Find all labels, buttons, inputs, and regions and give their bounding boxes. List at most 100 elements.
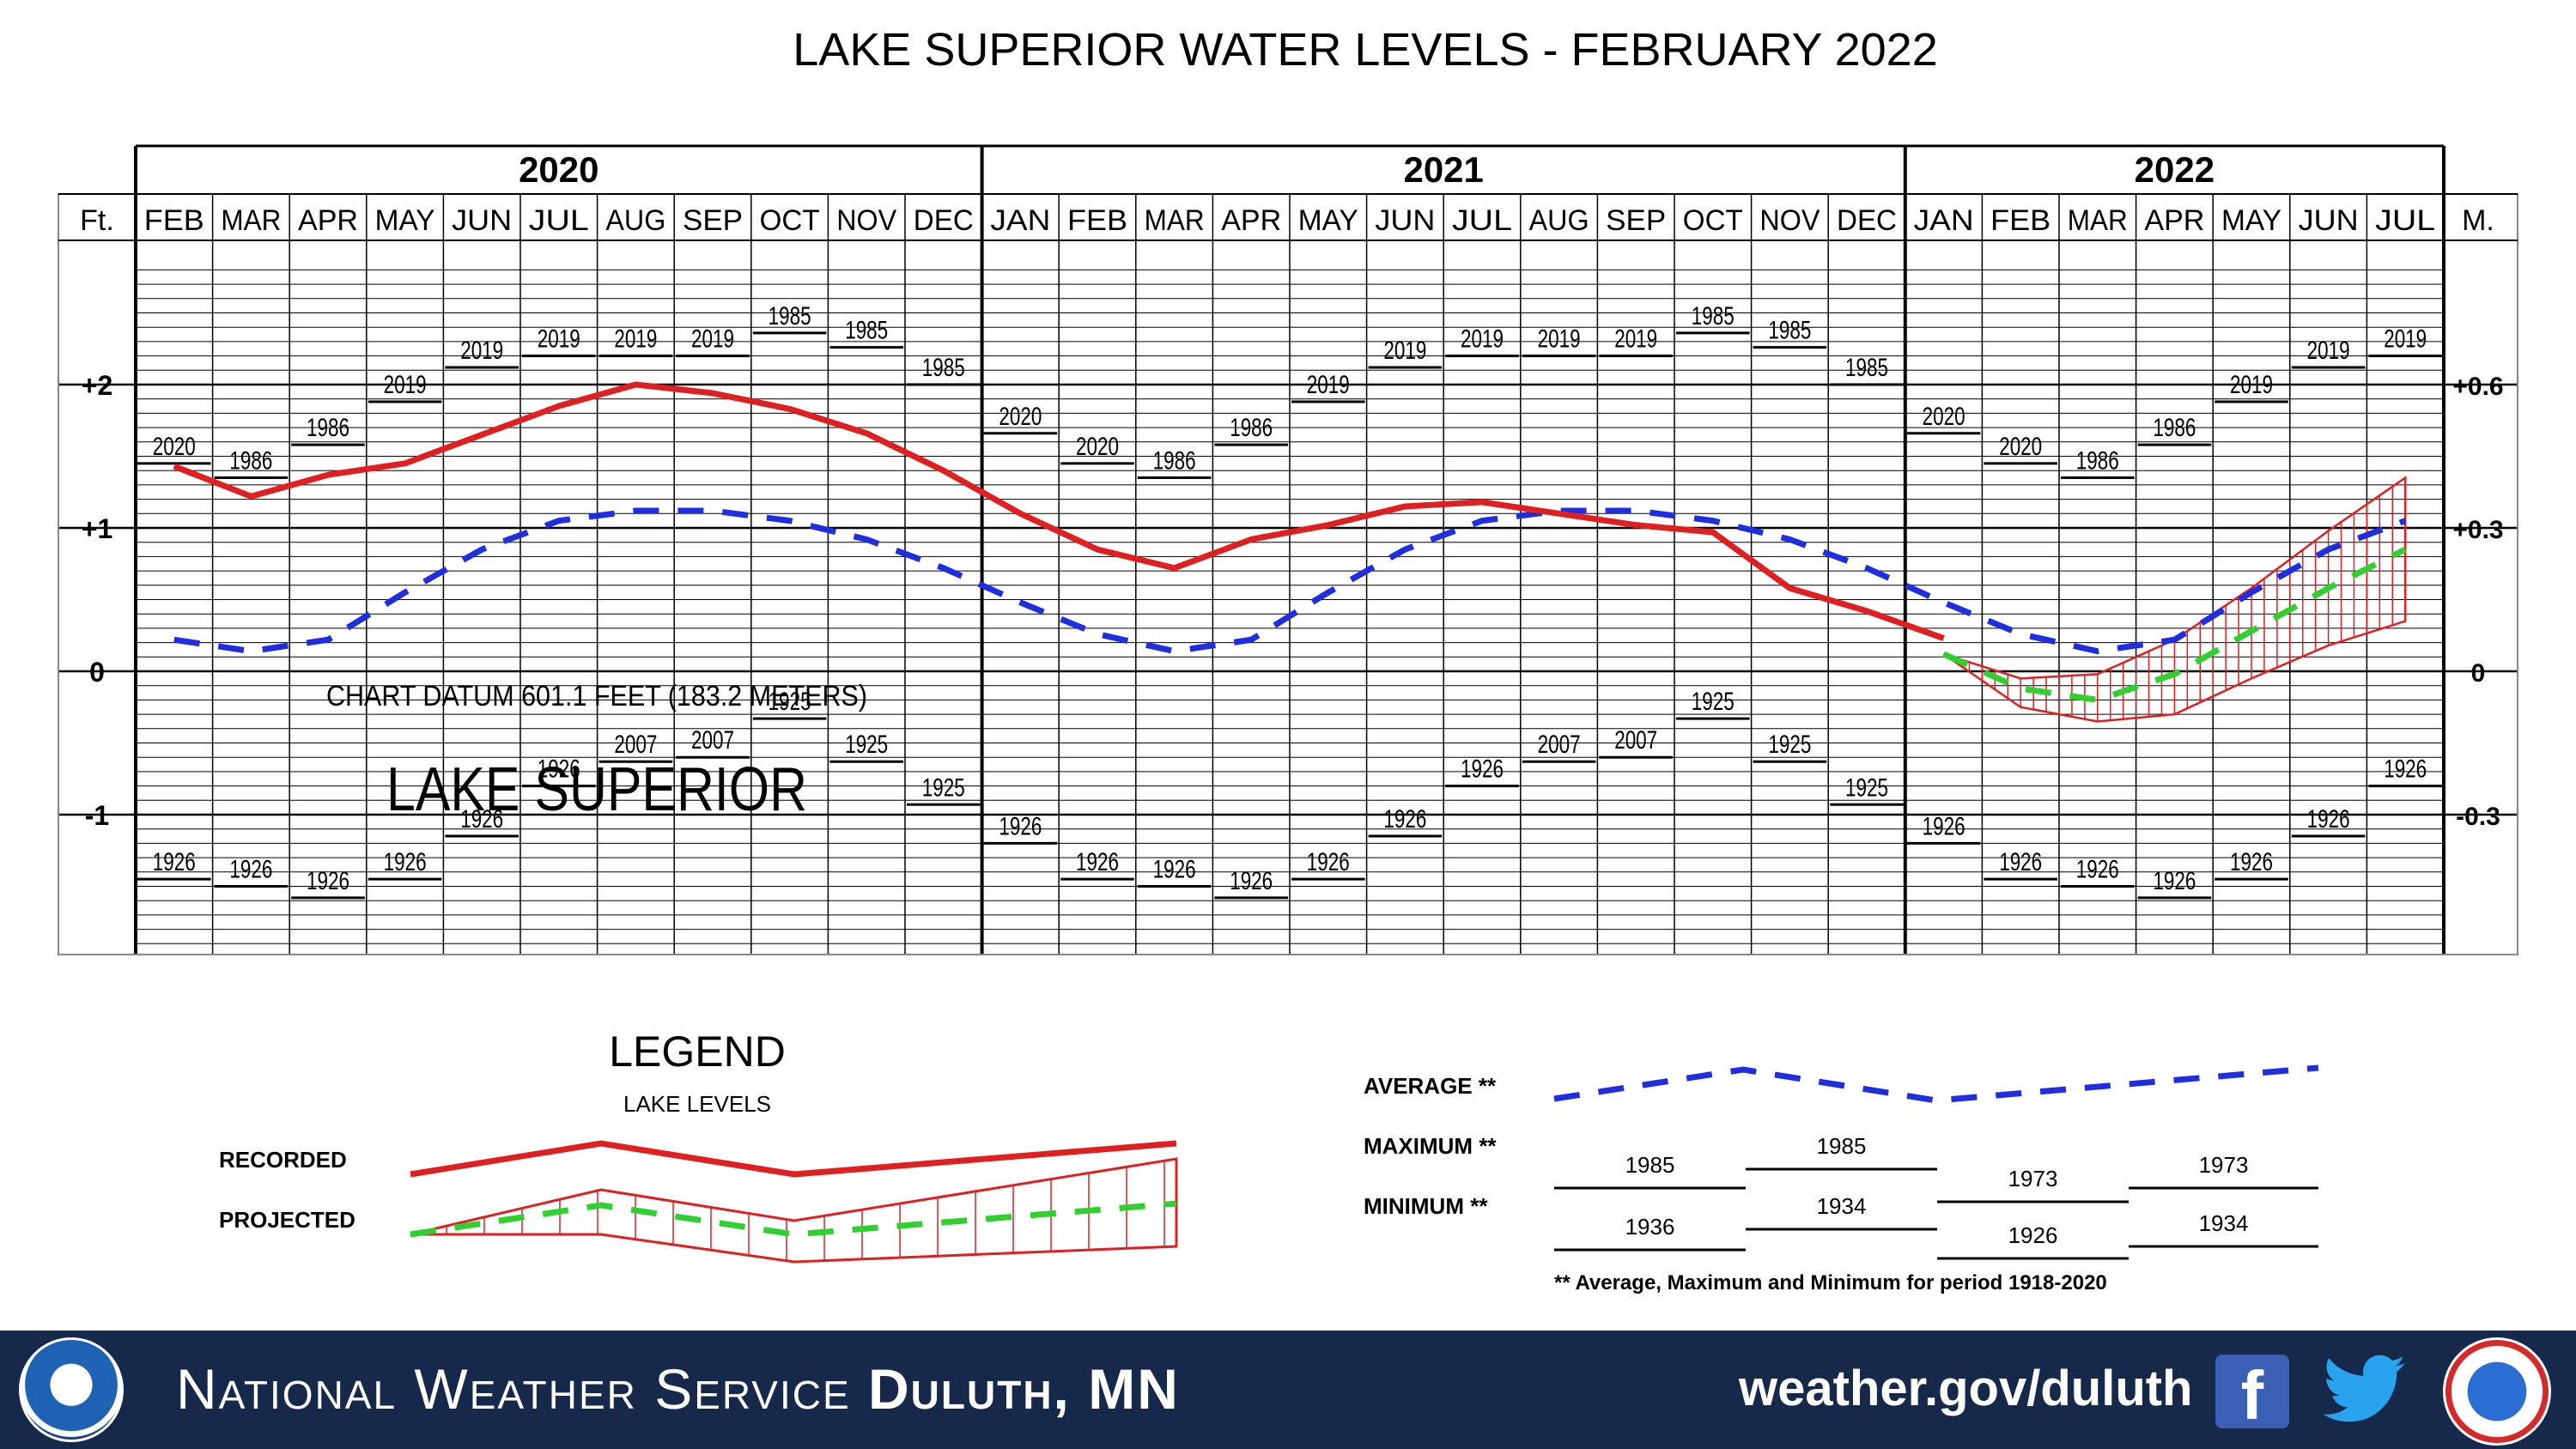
max-record-year: 2019 bbox=[2307, 336, 2350, 365]
legend-maximum-label: MAXIMUM ** bbox=[1364, 1133, 1497, 1159]
lake-label: LAKE SUPERIOR bbox=[386, 755, 807, 824]
max-record-year: 1985 bbox=[845, 317, 888, 345]
max-record-year: 1986 bbox=[307, 414, 349, 442]
legend-max-year: 1985 bbox=[1625, 1152, 1675, 1178]
series-projected bbox=[1942, 546, 2407, 703]
month-label: DEC bbox=[914, 204, 974, 237]
min-record-year: 1925 bbox=[922, 773, 965, 802]
max-record-year: 1986 bbox=[229, 447, 272, 476]
month-label: JUL bbox=[529, 204, 589, 237]
max-record-year: 2019 bbox=[460, 336, 503, 365]
max-record-year: 1986 bbox=[2153, 414, 2196, 442]
legend: LEGEND LAKE LEVELS RECORDED PROJECTED AV… bbox=[219, 1028, 2319, 1294]
max-record-year: 2019 bbox=[1538, 325, 1581, 354]
min-record-year: 1926 bbox=[2307, 805, 2350, 834]
legend-recorded-label: RECORDED bbox=[219, 1147, 347, 1173]
right-tick-label: 0 bbox=[2471, 659, 2486, 688]
org-name: National Weather Service bbox=[176, 1357, 851, 1421]
month-label: MAR bbox=[221, 204, 281, 237]
min-record-year: 1926 bbox=[1923, 812, 1965, 840]
twitter-icon[interactable] bbox=[2323, 1353, 2409, 1430]
month-label: MAR bbox=[1145, 204, 1205, 237]
max-record-year: 2020 bbox=[1923, 403, 1965, 431]
month-label: MAR bbox=[2068, 204, 2128, 237]
projection-band bbox=[1942, 476, 2407, 723]
month-label: MAY bbox=[1298, 204, 1358, 237]
max-record-year: 1986 bbox=[1230, 414, 1273, 442]
month-label: SEP bbox=[1606, 204, 1666, 237]
month-label: JAN bbox=[990, 204, 1050, 237]
max-record-year: 1986 bbox=[2076, 447, 2119, 476]
right-unit-label: M. bbox=[2462, 204, 2494, 237]
nws-office-name: National Weather Service Duluth, MN bbox=[176, 1356, 1180, 1422]
month-label: APR bbox=[1221, 204, 1281, 237]
nws-logo[interactable] bbox=[2443, 1337, 2551, 1446]
min-record-year: 1925 bbox=[769, 688, 811, 716]
min-record-year: 1925 bbox=[1692, 688, 1735, 716]
legend-projected-band bbox=[410, 1157, 1178, 1264]
max-record-year: 2020 bbox=[999, 403, 1042, 431]
min-record-year: 1925 bbox=[1845, 773, 1888, 802]
right-tick-label: -0.3 bbox=[2456, 803, 2500, 831]
min-record-year: 1926 bbox=[1999, 848, 2042, 876]
legend-min-year: 1934 bbox=[2199, 1210, 2249, 1236]
series-recorded bbox=[173, 381, 1945, 641]
legend-average-label: AVERAGE ** bbox=[1364, 1073, 1497, 1099]
year-label: 2020 bbox=[519, 149, 598, 190]
max-record-year: 2020 bbox=[1076, 433, 1119, 461]
series-average bbox=[173, 507, 2407, 655]
month-label: NOV bbox=[836, 204, 896, 237]
max-record-year: 1985 bbox=[1692, 302, 1735, 330]
min-record-year: 1926 bbox=[2230, 848, 2273, 876]
max-record-year: 1985 bbox=[1845, 354, 1888, 382]
month-label: APR bbox=[298, 204, 358, 237]
month-label: MAY bbox=[375, 204, 435, 237]
min-record-year: 1926 bbox=[1307, 848, 1350, 876]
legend-minimum-label: MINIMUM ** bbox=[1364, 1193, 1488, 1219]
month-label: FEB bbox=[1067, 204, 1127, 237]
min-record-year: 1926 bbox=[538, 755, 580, 784]
min-record-year: 1925 bbox=[1768, 731, 1811, 759]
month-label: JUL bbox=[1452, 204, 1512, 237]
month-label: OCT bbox=[760, 204, 820, 237]
right-tick-label: +0.6 bbox=[2452, 373, 2503, 401]
min-record-year: 1926 bbox=[1230, 867, 1273, 895]
website-link[interactable]: weather.gov/duluth bbox=[1739, 1361, 2193, 1416]
chart-grid bbox=[58, 144, 2518, 955]
month-label: SEP bbox=[683, 204, 743, 237]
year-label: 2021 bbox=[1403, 149, 1483, 190]
month-label: JAN bbox=[1914, 204, 1974, 237]
footer-bar: National Weather Service Duluth, MN weat… bbox=[0, 1331, 2576, 1449]
min-record-year: 1926 bbox=[1076, 848, 1119, 876]
min-record-year: 2007 bbox=[691, 726, 734, 755]
legend-max-year: 1973 bbox=[2199, 1152, 2249, 1178]
month-label: JUN bbox=[2299, 204, 2359, 237]
max-record-year: 1985 bbox=[922, 354, 965, 382]
min-record-year: 2007 bbox=[1538, 731, 1581, 759]
min-record-year: 1926 bbox=[999, 812, 1042, 840]
max-record-year: 2019 bbox=[384, 371, 427, 399]
max-record-year: 2019 bbox=[1307, 371, 1350, 399]
max-record-year: 2019 bbox=[691, 325, 734, 354]
series-lines bbox=[173, 381, 2407, 703]
month-label: AUG bbox=[1529, 204, 1589, 237]
max-record-year: 2019 bbox=[614, 325, 657, 354]
noaa-logo[interactable] bbox=[19, 1337, 124, 1442]
chart-title: LAKE SUPERIOR WATER LEVELS - FEBRUARY 20… bbox=[793, 24, 1937, 76]
max-record-year: 2020 bbox=[153, 433, 196, 461]
min-record-year: 1926 bbox=[2153, 867, 2196, 895]
month-label: APR bbox=[2144, 204, 2204, 237]
legend-record-lines: 1985 1985 1973 1973 1936 1934 1926 1934 bbox=[1554, 1133, 2318, 1260]
max-record-year: 2019 bbox=[538, 325, 580, 354]
y-axes: +2 +1 0 -1 +0.6 +0.3 0 -0.3 bbox=[82, 370, 2504, 831]
record-levels: 2020 1986 1986 2019 2019 2019 2019 2019 1985 1985… bbox=[137, 302, 2442, 900]
legend-min-year: 1934 bbox=[1817, 1193, 1867, 1219]
legend-projected-line bbox=[410, 1200, 1177, 1238]
facebook-icon[interactable]: f bbox=[2215, 1355, 2289, 1428]
min-record-year: 1926 bbox=[307, 867, 349, 895]
legend-min-year: 1936 bbox=[1625, 1214, 1675, 1240]
max-record-year: 1985 bbox=[769, 302, 811, 330]
legend-title: LEGEND bbox=[609, 1028, 786, 1076]
min-record-year: 1926 bbox=[1461, 755, 1504, 784]
year-label: 2022 bbox=[2135, 149, 2215, 190]
